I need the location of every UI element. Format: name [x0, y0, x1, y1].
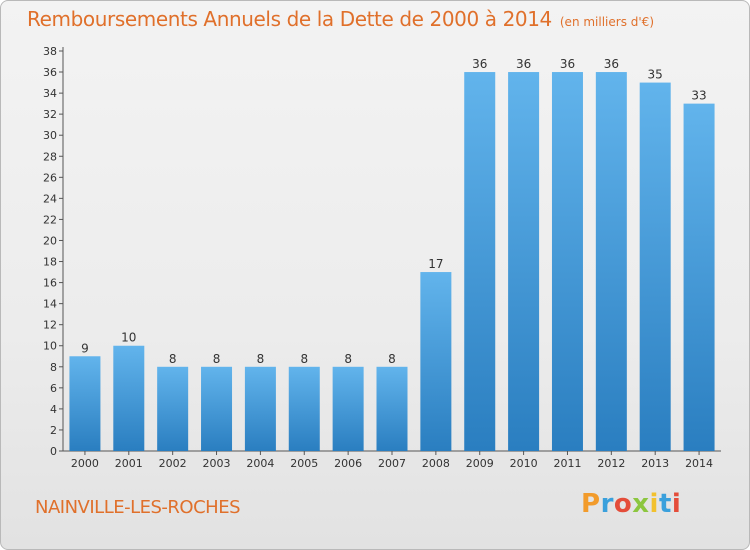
- y-tick-label: 36: [43, 66, 57, 79]
- x-tick-label: 2009: [466, 457, 494, 470]
- data-label: 10: [121, 331, 136, 345]
- y-tick-label: 22: [43, 213, 57, 226]
- bar-2001: [113, 345, 145, 451]
- x-tick-label: 2012: [597, 457, 625, 470]
- data-label: 8: [300, 352, 308, 366]
- x-tick-label: 2004: [246, 457, 274, 470]
- data-label: 36: [560, 57, 575, 71]
- x-tick-label: 2001: [115, 457, 143, 470]
- x-tick-label: 2010: [510, 457, 538, 470]
- data-label: 33: [691, 89, 706, 103]
- data-label: 9: [81, 341, 89, 355]
- logo-letter: t: [658, 489, 672, 519]
- data-label: 8: [257, 352, 265, 366]
- logo-letter: r: [600, 489, 614, 519]
- data-label: 8: [213, 352, 221, 366]
- bar-2011: [551, 72, 583, 451]
- bar-2000: [69, 356, 101, 451]
- commune-name: NAINVILLE-LES-ROCHES: [35, 497, 241, 518]
- y-tick-label: 28: [43, 150, 57, 163]
- data-label: 36: [472, 57, 487, 71]
- y-tick-label: 30: [43, 129, 57, 142]
- bar-2013: [639, 82, 671, 451]
- y-tick-label: 2: [50, 424, 57, 437]
- chart-title-text: Remboursements Annuels de la Dette de 20…: [27, 7, 552, 31]
- x-tick-label: 2006: [334, 457, 362, 470]
- bar-2010: [508, 72, 540, 451]
- logo-letter: i: [649, 489, 659, 519]
- proxiti-logo[interactable]: Proxiti: [581, 489, 681, 519]
- y-tick-label: 10: [43, 340, 57, 353]
- x-tick-label: 2005: [290, 457, 318, 470]
- bar-2009: [464, 72, 496, 451]
- y-tick-label: 32: [43, 108, 57, 121]
- y-tick-label: 14: [43, 298, 57, 311]
- bar-2004: [244, 366, 276, 451]
- y-tick-label: 4: [50, 403, 57, 416]
- x-tick-label: 2013: [641, 457, 669, 470]
- bar-2005: [288, 366, 320, 451]
- bar-2012: [595, 72, 627, 451]
- bar-2006: [332, 366, 364, 451]
- y-tick-label: 8: [50, 361, 57, 374]
- y-tick-label: 34: [43, 87, 57, 100]
- logo-letter: o: [613, 489, 633, 519]
- bars-group: [69, 72, 715, 451]
- y-tick-label: 0: [50, 445, 57, 458]
- bar-2007: [376, 366, 408, 451]
- x-tick-label: 2000: [71, 457, 99, 470]
- data-label: 8: [388, 352, 396, 366]
- chart-title: Remboursements Annuels de la Dette de 20…: [27, 7, 654, 31]
- logo-letter: P: [581, 489, 601, 519]
- y-tick-label: 6: [50, 382, 57, 395]
- data-label: 35: [648, 68, 663, 82]
- bar-2014: [683, 103, 715, 451]
- y-tick-label: 12: [43, 319, 57, 332]
- data-label: 36: [516, 57, 531, 71]
- x-tick-label: 2003: [203, 457, 231, 470]
- x-tick-label: 2011: [553, 457, 581, 470]
- bar-2002: [157, 366, 189, 451]
- x-tick-label: 2002: [159, 457, 187, 470]
- x-tick-label: 2014: [685, 457, 713, 470]
- x-tick-label: 2008: [422, 457, 450, 470]
- y-tick-label: 26: [43, 171, 57, 184]
- data-label: 36: [604, 57, 619, 71]
- y-tick-label: 24: [43, 192, 57, 205]
- data-label: 8: [344, 352, 352, 366]
- data-label: 17: [428, 257, 443, 271]
- bar-2003: [201, 366, 233, 451]
- y-tick-label: 20: [43, 234, 57, 247]
- y-tick-label: 18: [43, 256, 57, 269]
- y-tick-label: 16: [43, 277, 57, 290]
- chart-subtitle: (en milliers d'€): [559, 15, 654, 29]
- logo-letter: i: [671, 489, 682, 519]
- bar-2008: [420, 272, 452, 451]
- data-labels-group: 9 10 8 8 8 8 8 8 17 36 36 36 36 35 33: [81, 57, 707, 366]
- data-label: 8: [169, 352, 177, 366]
- logo-letter: x: [632, 489, 650, 519]
- y-tick-label: 38: [43, 45, 57, 58]
- x-tick-label: 2007: [378, 457, 406, 470]
